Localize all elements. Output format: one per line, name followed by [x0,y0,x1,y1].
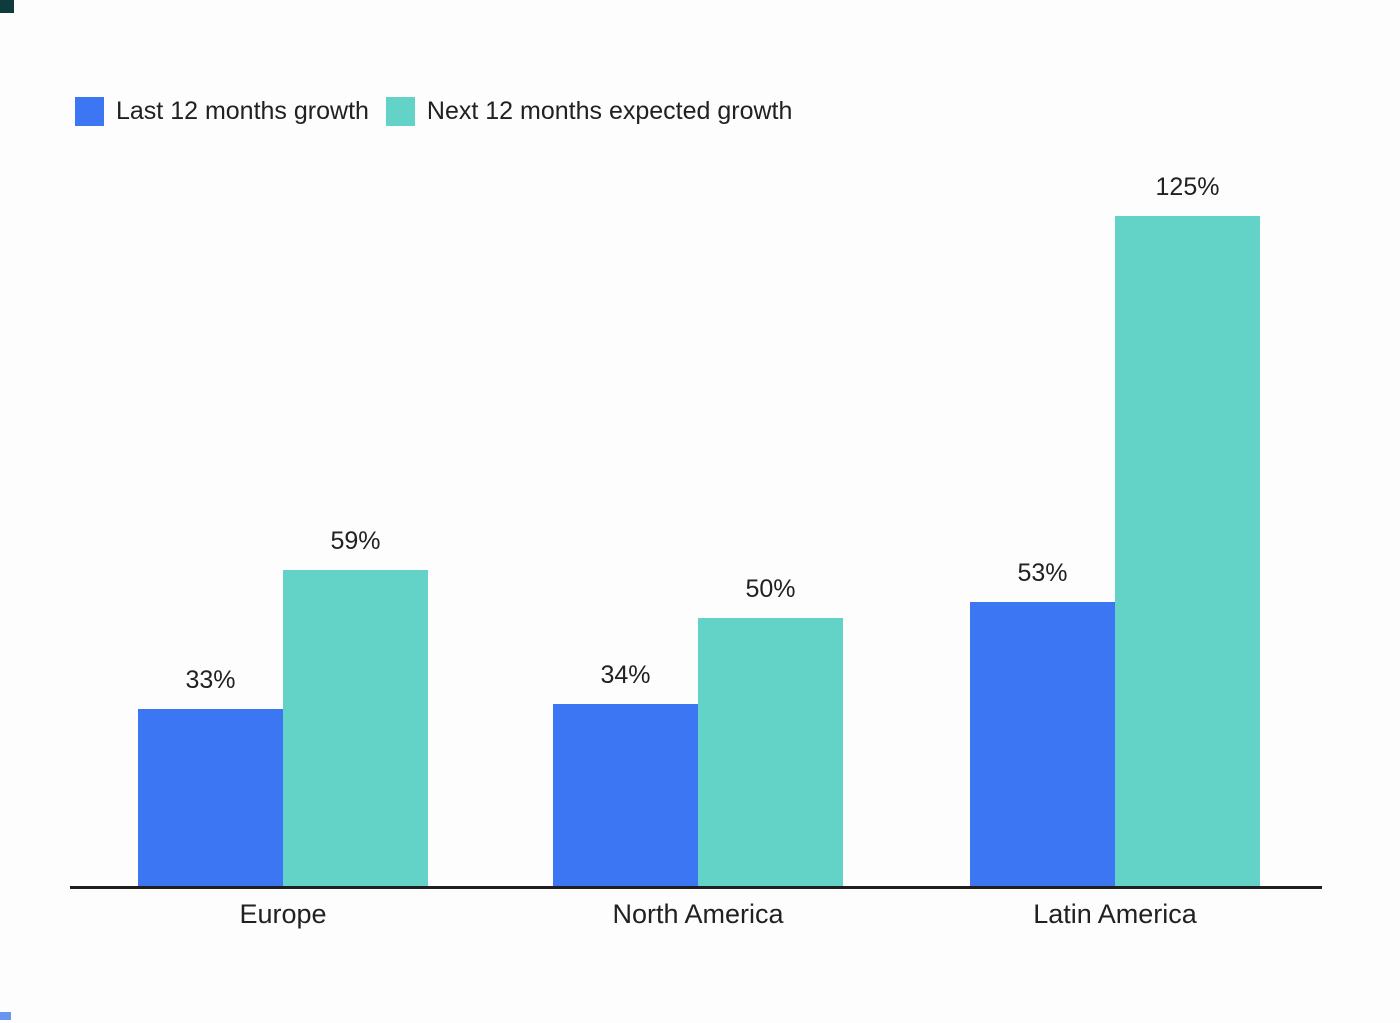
value-label-europe-next-12-months-expected-growth: 59% [330,527,381,555]
value-label-north-america-next-12-months-expected-growth: 50% [745,575,796,603]
category-label-north-america: North America [612,899,784,929]
bar-europe-next-12-months-expected-growth [283,570,428,886]
legend-label: Next 12 months expected growth [426,97,793,125]
teal-square-icon [385,97,415,126]
video-artifact-bottom-left [0,1012,11,1020]
value-label-north-america-last-12-months-growth: 34% [600,661,651,689]
bar-latin-america-next-12-months-expected-growth [1115,216,1260,886]
category-label-europe: Europe [239,899,327,929]
legend-label: Last 12 months growth [116,97,369,125]
value-label-latin-america-last-12-months-growth: 53% [1017,559,1068,587]
bar-europe-last-12-months-growth [138,709,283,886]
bar-north-america-next-12-months-expected-growth [698,618,843,886]
chart-legend: Last 12 months growth Next 12 months exp… [75,97,792,126]
legend-item-next-12-months: Next 12 months expected growth [385,97,793,126]
blue-square-icon [75,97,104,126]
value-label-europe-last-12-months-growth: 33% [185,666,236,694]
legend-item-last-12-months: Last 12 months growth [75,97,369,126]
bar-latin-america-last-12-months-growth [970,602,1115,886]
video-artifact-top-left [0,0,14,13]
x-axis-line [70,886,1322,889]
category-label-latin-america: Latin America [1033,899,1197,929]
value-label-latin-america-next-12-months-expected-growth: 125% [1155,173,1220,201]
bar-north-america-last-12-months-growth [553,704,698,886]
